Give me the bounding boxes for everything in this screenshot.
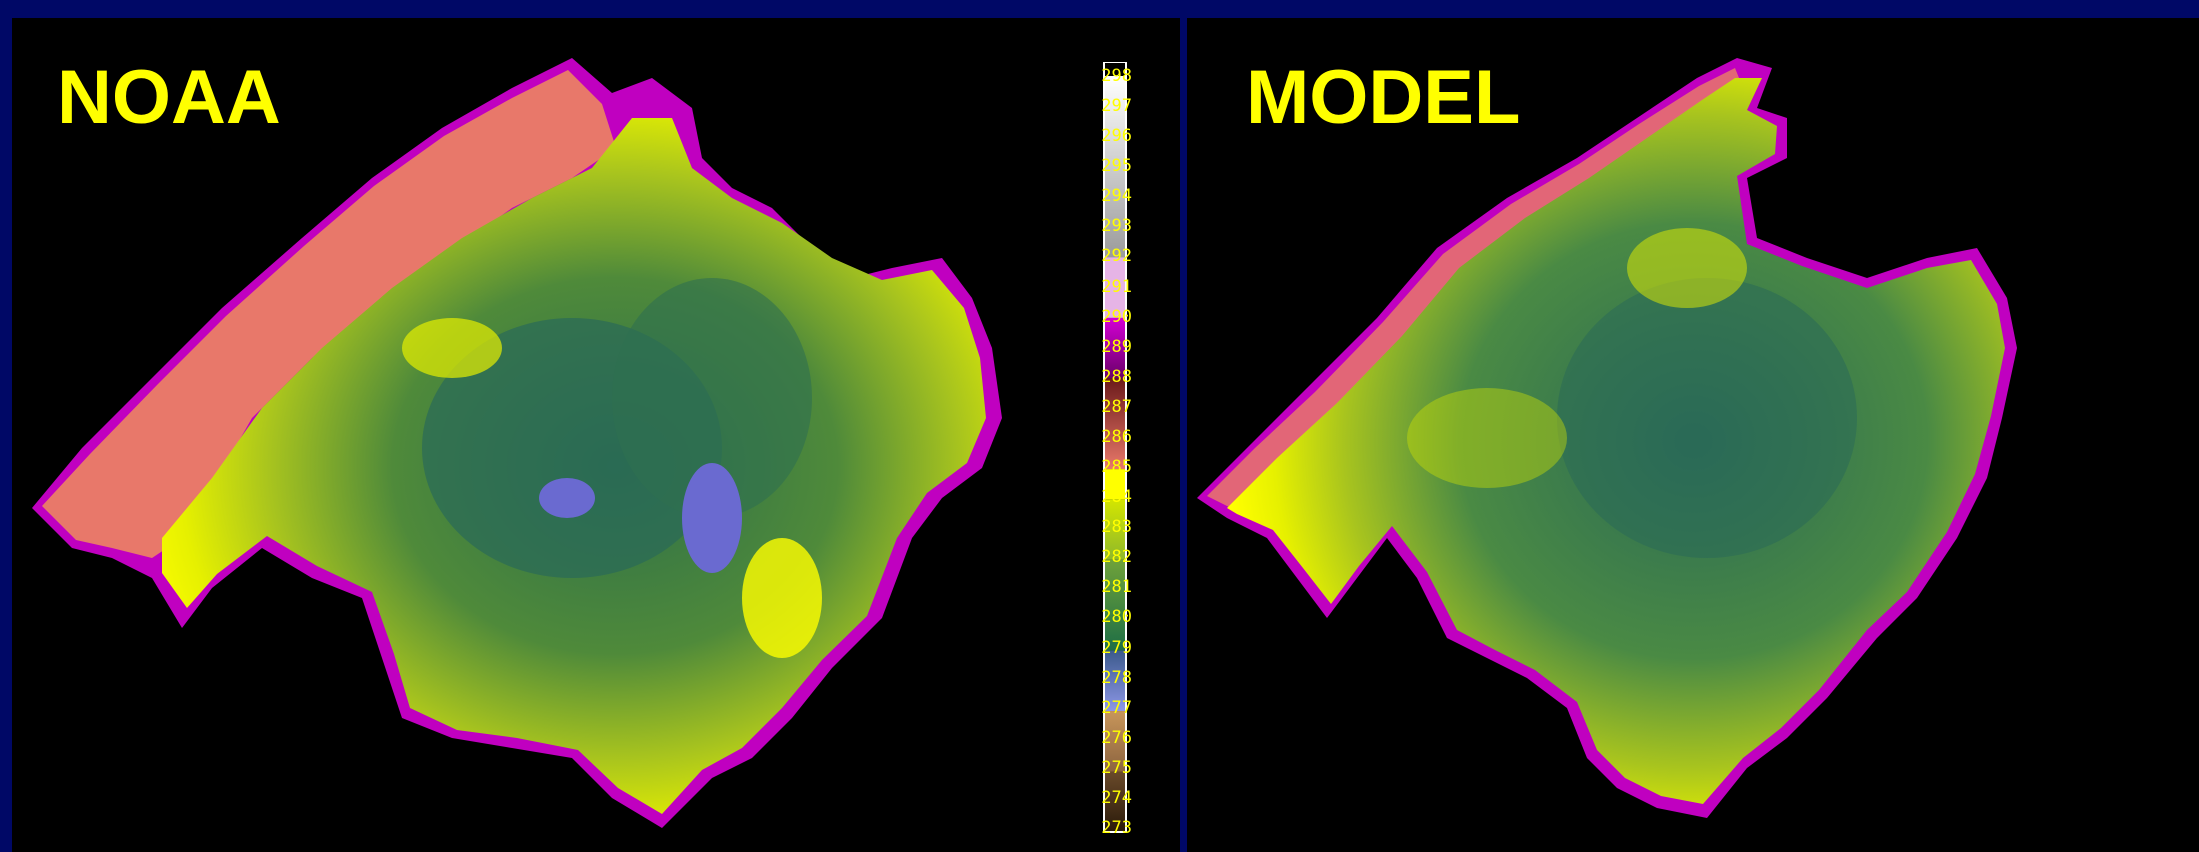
temperature-colorbar <box>1103 62 1127 833</box>
colorbar-tick-label: 275 <box>1101 757 1132 778</box>
colorbar-segment <box>1104 378 1126 470</box>
noaa-temperature-map <box>32 58 1002 828</box>
colorbar-tick-label: 277 <box>1101 697 1132 718</box>
colorbar-segment <box>1104 317 1126 379</box>
model-temperature-map <box>1197 58 2017 818</box>
colorbar-tick-label: 297 <box>1101 96 1132 117</box>
colorbar-tick-label: 291 <box>1101 276 1132 297</box>
model-title: MODEL <box>1246 55 1521 140</box>
colorbar-tick-label: 278 <box>1101 667 1132 688</box>
colorbar-segment <box>1104 650 1126 712</box>
colorbar-segment <box>1104 711 1126 772</box>
colorbar-tick-label: 286 <box>1101 426 1132 447</box>
colorbar-tick-label: 296 <box>1101 126 1132 147</box>
colorbar-segment <box>1104 257 1126 318</box>
colorbar-tick-labels: 298 297 296 295 294 293 292 291 290 289 288 287 286 2… <box>1092 68 1132 838</box>
colorbar-tick-label: 281 <box>1101 577 1132 598</box>
colorbar-tick-label: 289 <box>1101 336 1132 357</box>
colorbar-segment <box>1104 771 1126 832</box>
colorbar-tick-label: 292 <box>1101 246 1132 267</box>
noaa-cold-spot <box>539 478 595 518</box>
colorbar-frame <box>1103 62 1127 833</box>
model-panel: MODEL <box>1187 18 2199 852</box>
colorbar-segment <box>1104 559 1126 651</box>
noaa-title: NOAA <box>57 55 281 140</box>
colorbar-tick-label: 274 <box>1101 787 1132 808</box>
noaa-coast-warm-band <box>42 70 616 558</box>
colorbar-tick-label: 273 <box>1101 818 1132 838</box>
colorbar-tick-label: 276 <box>1101 727 1132 748</box>
colorbar-tick-label: 284 <box>1101 487 1132 508</box>
colorbar-tick-label: 293 <box>1101 216 1132 237</box>
colorbar-tick-label: 279 <box>1101 637 1132 658</box>
colorbar-tick-label: 287 <box>1101 396 1132 417</box>
colorbar-segment <box>1104 499 1126 560</box>
colorbar-tick-label: 298 <box>1101 66 1132 86</box>
colorbar-tick-label: 295 <box>1101 156 1132 177</box>
colorbar-tick-label: 283 <box>1101 517 1132 538</box>
colorbar-tick-label: 285 <box>1101 457 1132 478</box>
colorbar-segment <box>1104 469 1126 500</box>
colorbar-segment <box>1104 76 1126 288</box>
colorbar-tick-label: 290 <box>1101 306 1132 327</box>
colorbar-tick-label: 288 <box>1101 366 1132 387</box>
noaa-panel: NOAA 298 297 296 295 294 293 292 291 290 289 288 28… <box>12 18 1180 852</box>
colorbar-tick-label: 294 <box>1101 186 1132 207</box>
noaa-cold-spot <box>682 463 742 573</box>
colorbar-tick-label: 282 <box>1101 547 1132 568</box>
colorbar-tick-label: 280 <box>1101 607 1132 628</box>
